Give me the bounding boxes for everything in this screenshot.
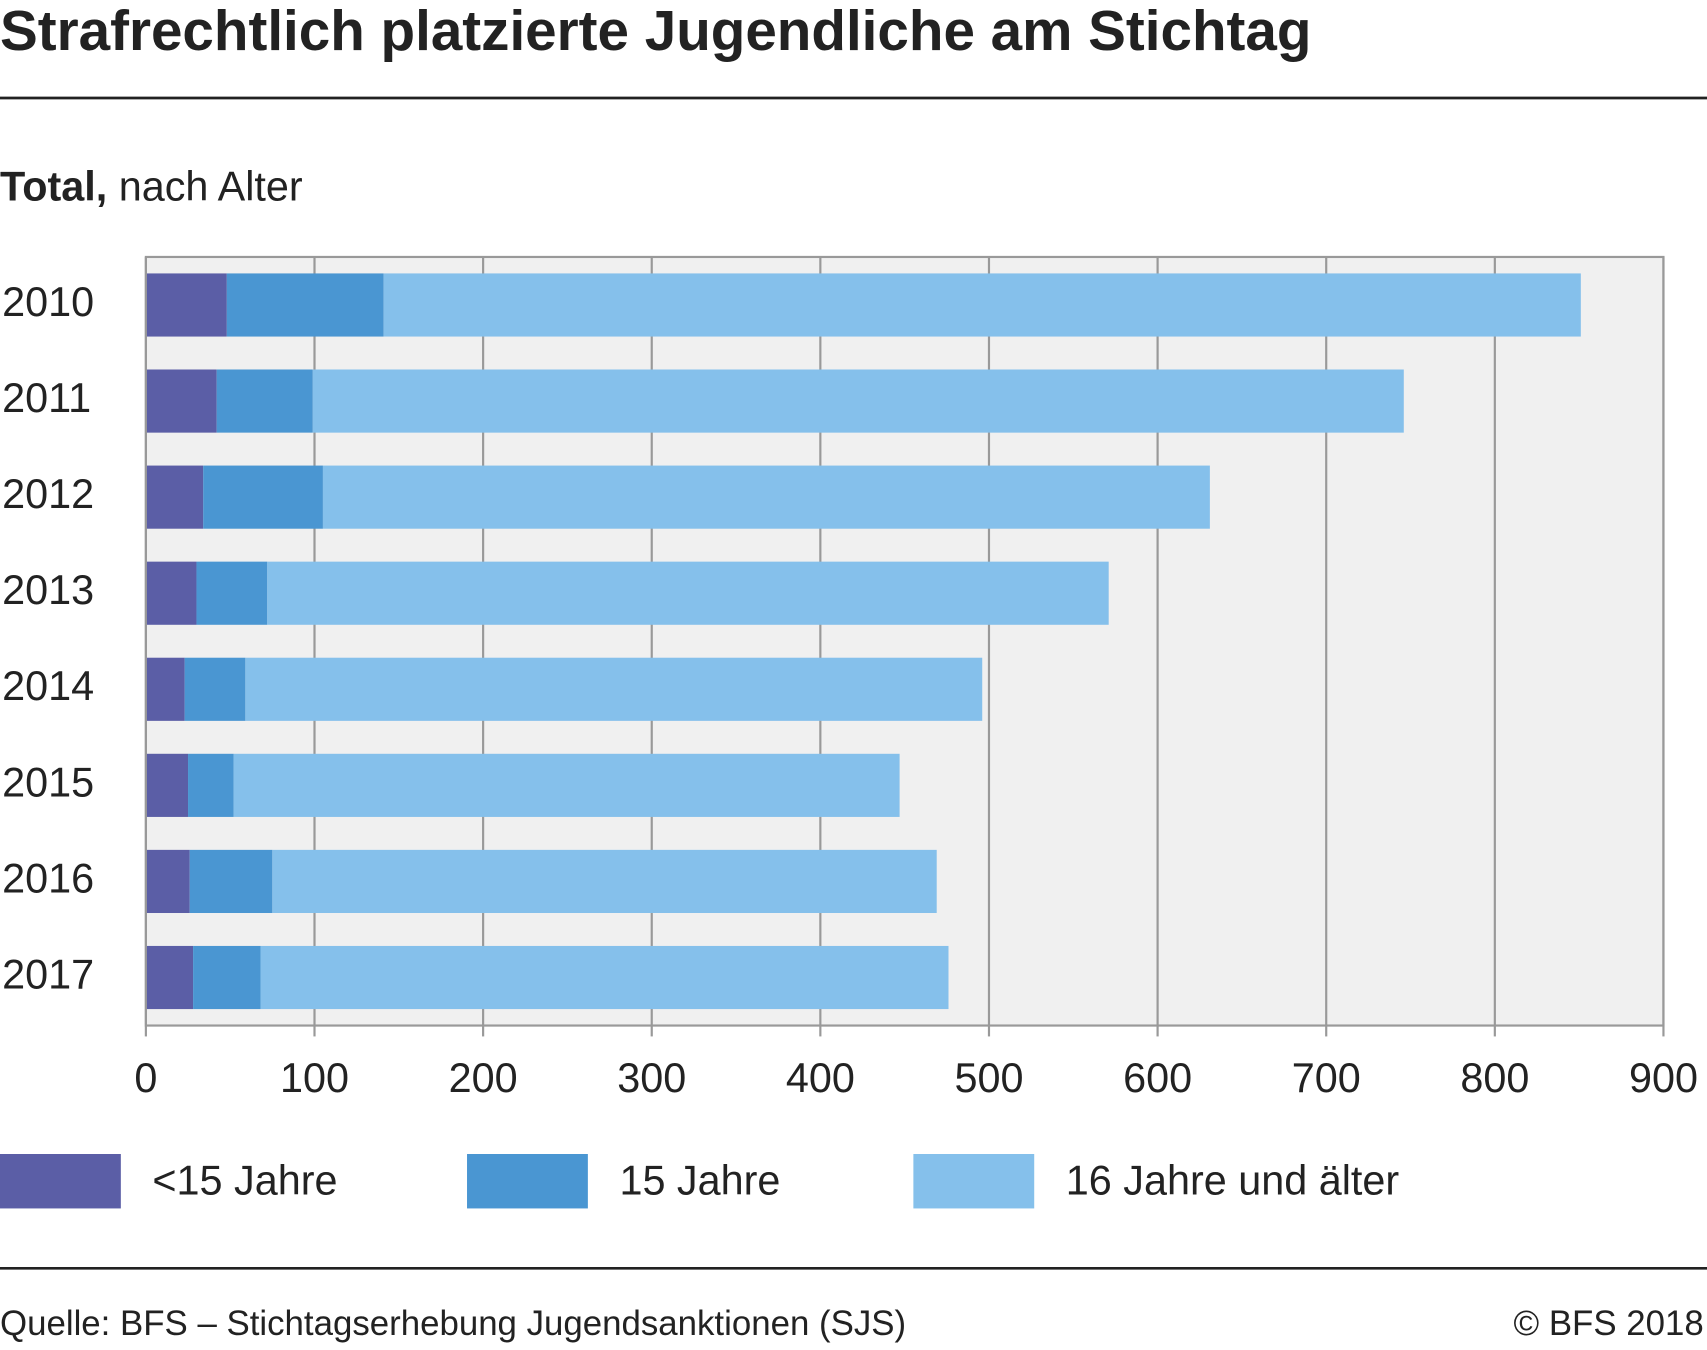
y-tick-label: 2016 [2, 855, 94, 901]
x-tick-label: 300 [617, 1055, 686, 1101]
x-tick-label: 0 [134, 1055, 157, 1101]
chart-title: Strafrechtlich platzierte Jugendliche am… [0, 0, 1311, 62]
x-tick-label: 600 [1123, 1055, 1192, 1101]
bar-segment [145, 561, 197, 625]
bar-segment [193, 945, 261, 1010]
bar-segment [145, 753, 189, 817]
bar-segment [260, 945, 949, 1010]
x-tick-label: 700 [1292, 1055, 1361, 1101]
bar-segment [145, 945, 194, 1010]
bar-segment [216, 369, 313, 433]
y-tick-label: 2015 [2, 759, 94, 805]
bar-segment [145, 369, 217, 433]
bar-segment [145, 657, 185, 721]
subtitle: Total, nach Alter [0, 163, 303, 209]
y-tick-label: 2010 [2, 279, 94, 325]
bar-segment [226, 273, 384, 337]
bar-segment [188, 753, 234, 817]
x-tick-label: 400 [786, 1055, 855, 1101]
bar-segment [322, 465, 1210, 529]
subtitle-text: nach Alter [119, 163, 303, 209]
legend-swatch [913, 1154, 1035, 1209]
legend-label: 15 Jahre [619, 1157, 780, 1203]
bar-segment [189, 849, 273, 914]
copyright: © BFS 2018 [1513, 1304, 1703, 1343]
x-tick-label: 100 [280, 1055, 349, 1101]
y-tick-label: 2013 [2, 567, 94, 613]
plot-frame [144, 255, 1665, 1027]
bar-segment [245, 657, 983, 721]
bar-segment [203, 465, 323, 529]
y-tick-label: 2017 [2, 951, 94, 997]
bar-segment [196, 561, 268, 625]
y-tick-label: 2011 [2, 375, 91, 421]
bar-segment [233, 753, 900, 817]
x-tick-label: 800 [1460, 1055, 1529, 1101]
x-tick-label: 500 [954, 1055, 1023, 1101]
bar-segment [184, 657, 246, 721]
bar-segment [145, 273, 227, 337]
y-tick-label: 2014 [2, 663, 94, 709]
bar-segment [272, 849, 937, 914]
subtitle-bold: Total, [0, 163, 107, 209]
x-tick-label: 900 [1629, 1055, 1698, 1101]
legend-label: <15 Jahre [152, 1157, 337, 1203]
bar-segment [145, 849, 190, 914]
source: Quelle: BFS – Stichtagserhebung Jugendsa… [0, 1304, 906, 1343]
bar-segment [267, 561, 1109, 625]
bar-segment [312, 369, 1404, 433]
legend-swatch [467, 1154, 588, 1209]
legend-label: 16 Jahre und älter [1066, 1157, 1400, 1203]
y-tick-label: 2012 [2, 471, 94, 517]
bar-segment [145, 465, 204, 529]
x-tick-label: 200 [449, 1055, 518, 1101]
legend-swatch [0, 1154, 121, 1209]
bar-segment [383, 273, 1581, 337]
